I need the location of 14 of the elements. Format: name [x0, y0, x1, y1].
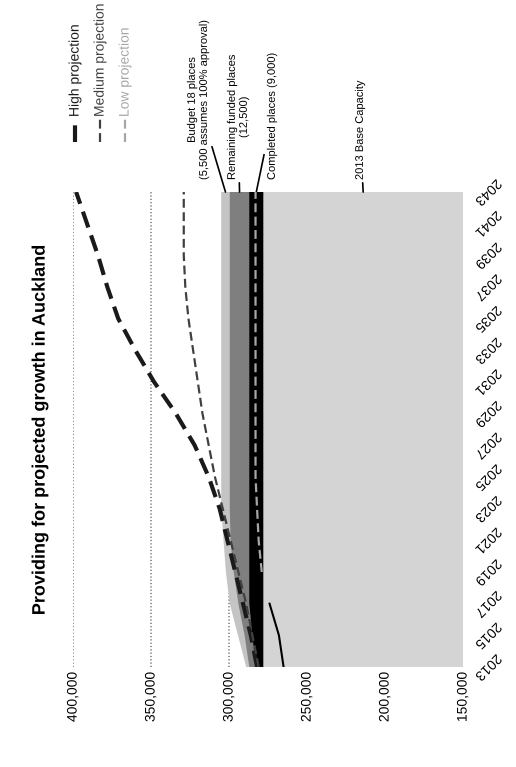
text: Providing for projected growth in Auckland — [32, 246, 48, 614]
text: 2013 Base Capacity — [354, 80, 366, 180]
x-tick-label: 400,000 — [66, 672, 78, 722]
text: Remaining funded places (12,500) — [226, 55, 250, 180]
x-tick-label: 300,000 — [222, 672, 234, 722]
x-tick-label: 350,000 — [144, 672, 156, 722]
text: Medium projection — [94, 4, 106, 116]
text: High projection — [68, 25, 82, 116]
text: Budget 18 places (5,500 assumes 100% approval) — [186, 20, 210, 180]
x-tick-label: 150,000 — [456, 672, 468, 721]
text: Low projection — [118, 28, 132, 116]
x-tick-label: 200,000 — [378, 672, 390, 722]
text: Completed places (9,000) — [266, 53, 278, 180]
x-tick-label: 250,000 — [300, 672, 312, 722]
